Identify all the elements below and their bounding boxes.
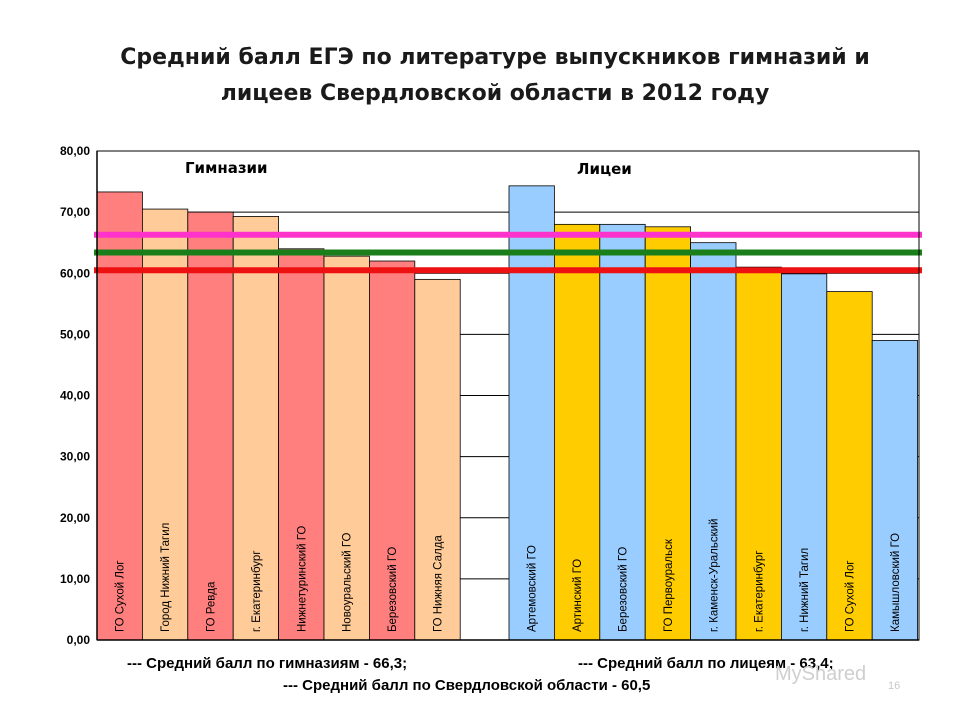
- bar-category-label: Березовский ГО: [387, 547, 399, 632]
- bar-category-label: Артемовский ГО: [527, 545, 539, 632]
- bar-category-label: Новоуральский ГО: [342, 533, 354, 632]
- bar-category-label: г. Екатеринбург: [251, 550, 263, 632]
- bar-category-label: г. Каменск-Уральский: [708, 519, 720, 632]
- bar: [96, 191, 143, 641]
- bar-category-label: ГО Нижняя Салда: [433, 535, 445, 632]
- watermark-logo: MyShared: [775, 663, 867, 685]
- bar-category-label: ГО Первоуральск: [663, 538, 675, 632]
- y-tick-label: 20,00: [60, 511, 90, 525]
- y-tick-label: 50,00: [60, 327, 90, 341]
- bar-category-label: г. Екатеринбург: [754, 550, 766, 632]
- bar: [871, 340, 919, 641]
- bar-category-label: Нижнетуринский ГО: [296, 526, 308, 632]
- bar-category-label: г. Нижний Тагил: [799, 548, 811, 632]
- gymnasium-average-note: --- Средний балл по гимназиям - 66,3;: [127, 655, 408, 672]
- bar: [735, 266, 782, 641]
- bar: [368, 260, 416, 641]
- bar: [187, 211, 234, 641]
- bar: [278, 248, 325, 641]
- y-tick-label: 10,00: [60, 572, 90, 586]
- chart-title-line-1: Средний балл ЕГЭ по литературе выпускник…: [120, 45, 870, 70]
- y-tick-label: 70,00: [60, 205, 90, 219]
- bar-category-label: ГО Ревда: [206, 581, 218, 632]
- bar: [414, 278, 461, 641]
- group-label-gymnasiums: Гимназии: [185, 159, 268, 177]
- bar-category-label: Камышловский ГО: [890, 533, 902, 632]
- group-label-lyceums: Лицеи: [577, 160, 632, 178]
- bar-category-label: Город Нижний Тагил: [160, 523, 172, 632]
- bar-category-label: ГО Сухой Лог: [845, 560, 857, 632]
- bar: [644, 226, 692, 641]
- y-tick-label: 30,00: [60, 450, 90, 464]
- bar: [826, 291, 873, 641]
- bar: [508, 185, 555, 641]
- y-tick-label: 80,00: [60, 144, 90, 158]
- bar-category-label: ГО Сухой Лог: [115, 560, 127, 632]
- y-tick-label: 0,00: [67, 633, 91, 647]
- y-tick-label: 60,00: [60, 266, 90, 280]
- bar: [554, 223, 601, 641]
- bar: [141, 208, 189, 641]
- bar-category-label: Артинский ГО: [572, 559, 584, 632]
- y-tick-label: 40,00: [60, 389, 90, 403]
- region-average-note: --- Средний балл по Свердловской области…: [283, 677, 651, 694]
- page-number: 16: [888, 680, 901, 692]
- chart-title-line-2: лицеев Свердловской области в 2012 году: [220, 81, 770, 106]
- bar: [232, 216, 279, 641]
- lyceum-average-note: --- Средний балл по лицеям - 63,4;: [578, 655, 834, 672]
- chart-title: Средний балл ЕГЭ по литературе выпускник…: [60, 40, 930, 112]
- bar-category-label: Березовский ГО: [618, 547, 630, 632]
